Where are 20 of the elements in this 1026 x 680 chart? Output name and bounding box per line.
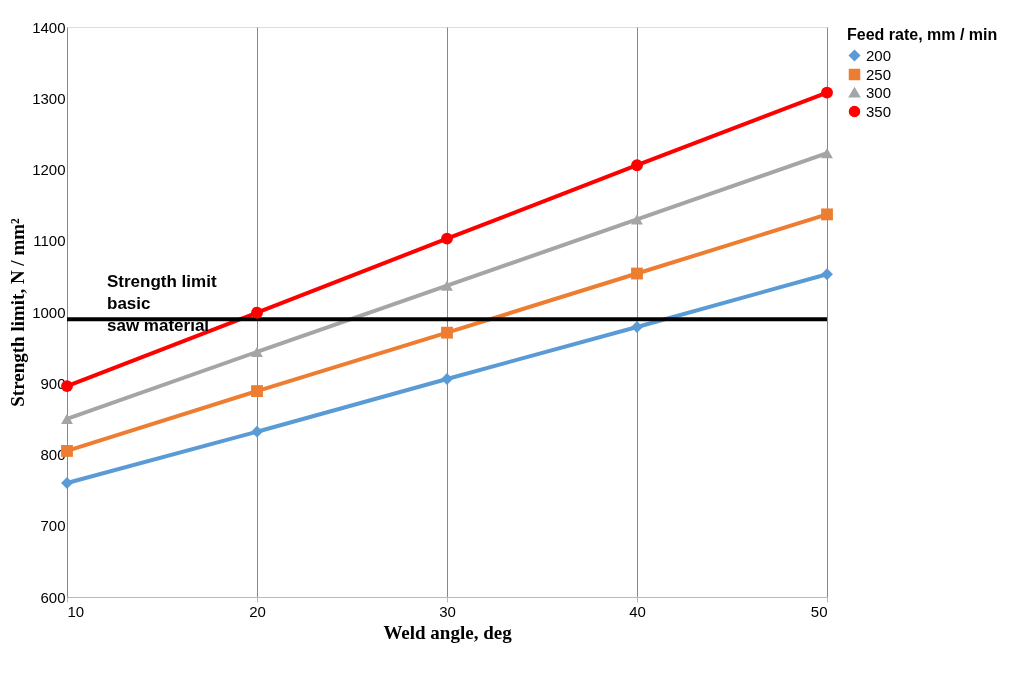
legend-label: 250 <box>866 65 892 83</box>
legend-label: 350 <box>866 102 892 120</box>
x-axis-title: Weld angle, deg <box>383 621 513 643</box>
ref-line-label: Strength limit basic saw material <box>107 272 217 336</box>
x-tick-label: 10 <box>67 602 85 620</box>
legend-title: Feed rate, mm / min <box>847 26 998 43</box>
legend-label: 200 <box>866 46 892 64</box>
x-tick-label: 50 <box>810 602 828 620</box>
y-tick-label: 700 <box>40 517 66 535</box>
x-tick-label: 30 <box>439 602 456 620</box>
y-tick-label: 1300 <box>32 89 66 107</box>
x-tick-label: 40 <box>629 602 646 620</box>
y-tick-label: 1000 <box>32 303 66 321</box>
y-axis-title: Strength limit, N / mm² <box>7 217 29 407</box>
y-tick-label: 1100 <box>33 232 66 250</box>
y-tick-label: 600 <box>40 588 66 606</box>
legend-label: 300 <box>866 83 892 101</box>
x-tick-label: 20 <box>249 602 266 620</box>
y-tick-label: 1200 <box>32 161 66 178</box>
y-tick-label: 1400 <box>32 18 66 36</box>
